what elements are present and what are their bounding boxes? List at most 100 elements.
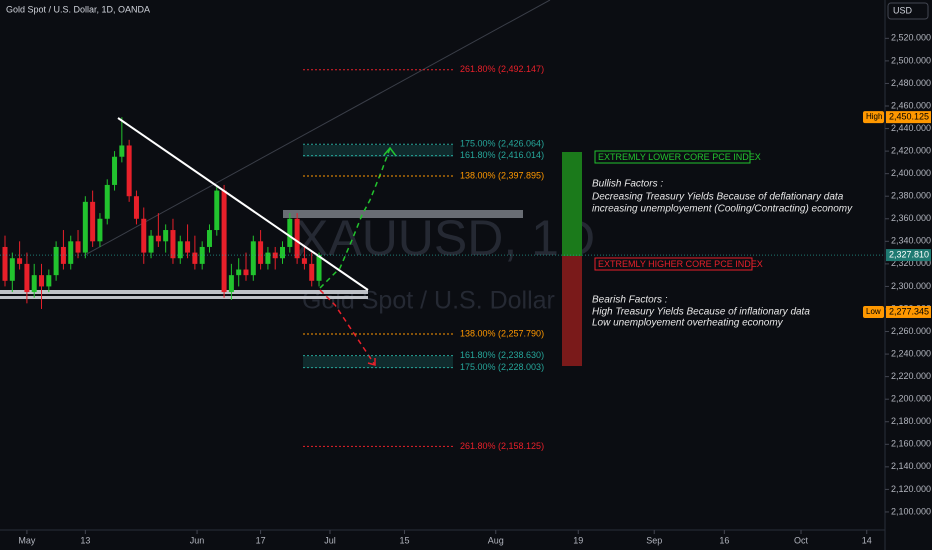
y-tick-label: 2,500.000 <box>891 55 931 65</box>
currency-button[interactable] <box>887 2 929 20</box>
candle-body <box>258 241 264 264</box>
currency-label[interactable]: USD <box>893 5 913 15</box>
candle-body <box>228 275 234 293</box>
candles <box>2 117 322 309</box>
x-tick-label: 13 <box>80 535 90 545</box>
candle-body <box>155 235 161 242</box>
candle-body <box>250 241 256 276</box>
candle-body <box>112 156 118 185</box>
candle-body <box>24 263 30 293</box>
candle-body <box>82 201 88 253</box>
note-line: High Treasury Yields Because of inflatio… <box>592 307 810 318</box>
x-tick-label: 16 <box>719 535 729 545</box>
bullish-zone <box>562 152 582 256</box>
candle-body <box>177 241 183 259</box>
x-tick-label: Oct <box>794 535 809 545</box>
low-tag <box>863 305 884 318</box>
arrow-head <box>383 146 397 157</box>
candle-body <box>287 218 293 247</box>
candle-body <box>53 246 59 276</box>
y-tick-label: 2,200.000 <box>891 394 931 404</box>
bull-projection <box>319 147 391 289</box>
candle-body <box>221 190 227 293</box>
candle-body <box>236 269 242 276</box>
fib-zone <box>303 356 453 368</box>
candle-body <box>68 241 74 264</box>
y-tick-label: 2,380.000 <box>891 191 931 201</box>
watermark-symbol: XAUUSD, 1D <box>295 210 595 266</box>
support-line <box>0 290 368 294</box>
candle-body <box>309 263 315 281</box>
y-tick-label: 2,360.000 <box>891 213 931 223</box>
y-tick-label: 2,100.000 <box>891 506 931 516</box>
candle-body <box>170 230 176 259</box>
candle-body <box>301 258 307 264</box>
y-tick-label: 2,520.000 <box>891 33 931 43</box>
candle-body <box>9 258 15 281</box>
x-tick-label: Jul <box>324 535 336 545</box>
candle-body <box>243 269 249 276</box>
y-tick-label: 2,160.000 <box>891 439 931 449</box>
high-tag-label: High <box>866 112 882 121</box>
y-tick-label: 2,120.000 <box>891 484 931 494</box>
fib-label: 138.00% (2,257.790) <box>460 328 544 338</box>
candle-body <box>163 230 169 242</box>
x-tick-label: Jun <box>190 535 205 545</box>
low-price-label: 2,277.345 <box>889 306 929 316</box>
last-price-label: 2,327.810 <box>889 249 929 259</box>
arrow-head <box>367 358 376 366</box>
candle-body <box>272 252 278 259</box>
candle-body <box>192 252 198 264</box>
candle-body <box>199 246 205 264</box>
high-price-label: 2,450.125 <box>889 112 929 122</box>
fib-label: 161.80% (2,416.014) <box>460 150 544 160</box>
x-tick-label: 17 <box>256 535 266 545</box>
y-tick-label: 2,140.000 <box>891 461 931 471</box>
y-tick-label: 2,460.000 <box>891 100 931 110</box>
note-line: Decreasing Treasury Yields Because of de… <box>592 192 844 203</box>
candle-body <box>265 252 271 264</box>
x-tick-label: 19 <box>573 535 583 545</box>
x-tick-label: Aug <box>488 535 504 545</box>
x-tick-label: 14 <box>862 535 872 545</box>
candle-body <box>280 246 286 259</box>
candle-body <box>104 184 110 219</box>
y-tick-label: 2,300.000 <box>891 281 931 291</box>
candle-body <box>185 241 191 253</box>
note-box-label: EXTREMLY HIGHER CORE PCE INDEX <box>598 259 763 269</box>
candle-body <box>141 218 147 253</box>
y-tick-label: 2,220.000 <box>891 371 931 381</box>
note-box <box>594 257 753 271</box>
support-line <box>0 296 368 299</box>
note-box-label: EXTREMLY LOWER CORE PCE INDEX <box>598 152 761 162</box>
note-title: Bearish Factors : <box>592 295 668 306</box>
candle-body <box>97 218 103 242</box>
trend-ray <box>84 0 551 256</box>
x-tick-label: May <box>18 535 36 545</box>
high-price-tag <box>886 111 931 124</box>
chart-title: Gold Spot / U.S. Dollar, 1D, OANDA <box>6 4 150 14</box>
candle-body <box>133 196 139 219</box>
fib-label: 261.80% (2,492.147) <box>460 64 544 74</box>
candle-body <box>206 230 212 247</box>
candle-body <box>90 201 96 242</box>
fib-label: 175.00% (2,426.064) <box>460 139 544 149</box>
y-tick-label: 2,420.000 <box>891 145 931 155</box>
y-tick-label: 2,340.000 <box>891 236 931 246</box>
x-tick-label: 15 <box>399 535 409 545</box>
candle-body <box>316 254 322 281</box>
note-line: Low unemployement overheating economy <box>592 318 784 329</box>
y-tick-label: 2,400.000 <box>891 168 931 178</box>
fib-zone <box>303 145 453 157</box>
note-line: increasing unemployement (Cooling/Contra… <box>592 204 853 215</box>
note-box <box>594 150 751 164</box>
bear-projection <box>319 289 376 366</box>
notes: EXTREMLY LOWER CORE PCE INDEX Bullish Fa… <box>592 150 853 329</box>
high-tag <box>863 111 884 124</box>
candle-body <box>294 218 300 259</box>
y-tick-label: 2,440.000 <box>891 123 931 133</box>
candle-body <box>31 275 37 293</box>
note-title: Bullish Factors : <box>592 179 663 190</box>
